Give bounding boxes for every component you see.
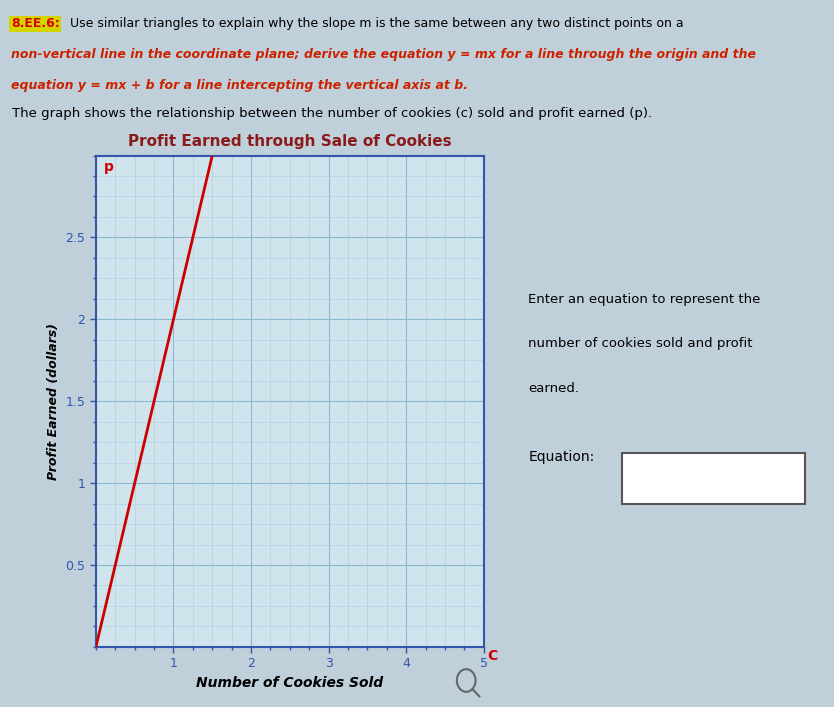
FancyBboxPatch shape (622, 452, 805, 504)
Text: p: p (103, 160, 113, 175)
Text: Use similar triangles to explain why the slope m is the same between any two dis: Use similar triangles to explain why the… (66, 17, 684, 30)
Title: Profit Earned through Sale of Cookies: Profit Earned through Sale of Cookies (128, 134, 452, 148)
Text: Equation:: Equation: (528, 450, 595, 464)
X-axis label: Number of Cookies Sold: Number of Cookies Sold (196, 676, 384, 690)
Text: equation y = mx + b for a line intercepting the vertical axis at b.: equation y = mx + b for a line intercept… (11, 79, 468, 92)
Y-axis label: Profit Earned (dollars): Profit Earned (dollars) (47, 322, 60, 480)
Text: C: C (488, 649, 498, 663)
Text: number of cookies sold and profit: number of cookies sold and profit (528, 337, 753, 351)
Text: earned.: earned. (528, 382, 580, 395)
Text: non-vertical line in the coordinate plane; derive the equation y = mx for a line: non-vertical line in the coordinate plan… (11, 47, 756, 61)
Text: 8.EE.6:: 8.EE.6: (11, 17, 59, 30)
Text: The graph shows the relationship between the number of cookies (c) sold and prof: The graph shows the relationship between… (13, 107, 652, 119)
Text: Enter an equation to represent the: Enter an equation to represent the (528, 293, 761, 306)
